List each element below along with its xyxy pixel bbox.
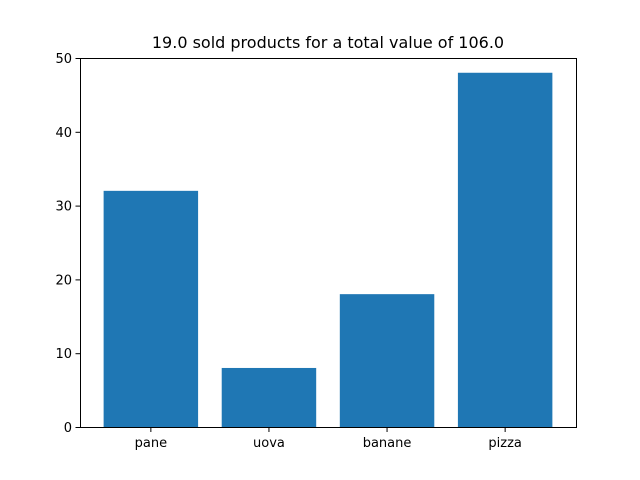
x-tick-label: pizza xyxy=(488,436,521,451)
y-tick-label: 30 xyxy=(55,200,72,215)
y-tick-label: 0 xyxy=(64,421,72,436)
chart-title: 19.0 sold products for a total value of … xyxy=(152,33,504,52)
bar-pizza xyxy=(457,72,553,427)
bar-pane xyxy=(103,190,199,427)
axes-layer: pane uova banane pizza 0 10 20 30 40 50 xyxy=(55,52,521,451)
y-tick-label: 20 xyxy=(55,273,72,288)
y-tick-label: 50 xyxy=(55,52,72,67)
y-tick-label: 10 xyxy=(55,347,72,362)
bar-banane xyxy=(339,294,435,427)
x-tick-label: uova xyxy=(253,436,285,451)
x-tick-label: pane xyxy=(135,436,167,451)
y-tick-label: 40 xyxy=(55,126,72,141)
bars-layer xyxy=(103,72,553,427)
plot-frame xyxy=(80,58,577,428)
bar-uova xyxy=(221,367,317,427)
x-tick-label: banane xyxy=(363,436,412,451)
